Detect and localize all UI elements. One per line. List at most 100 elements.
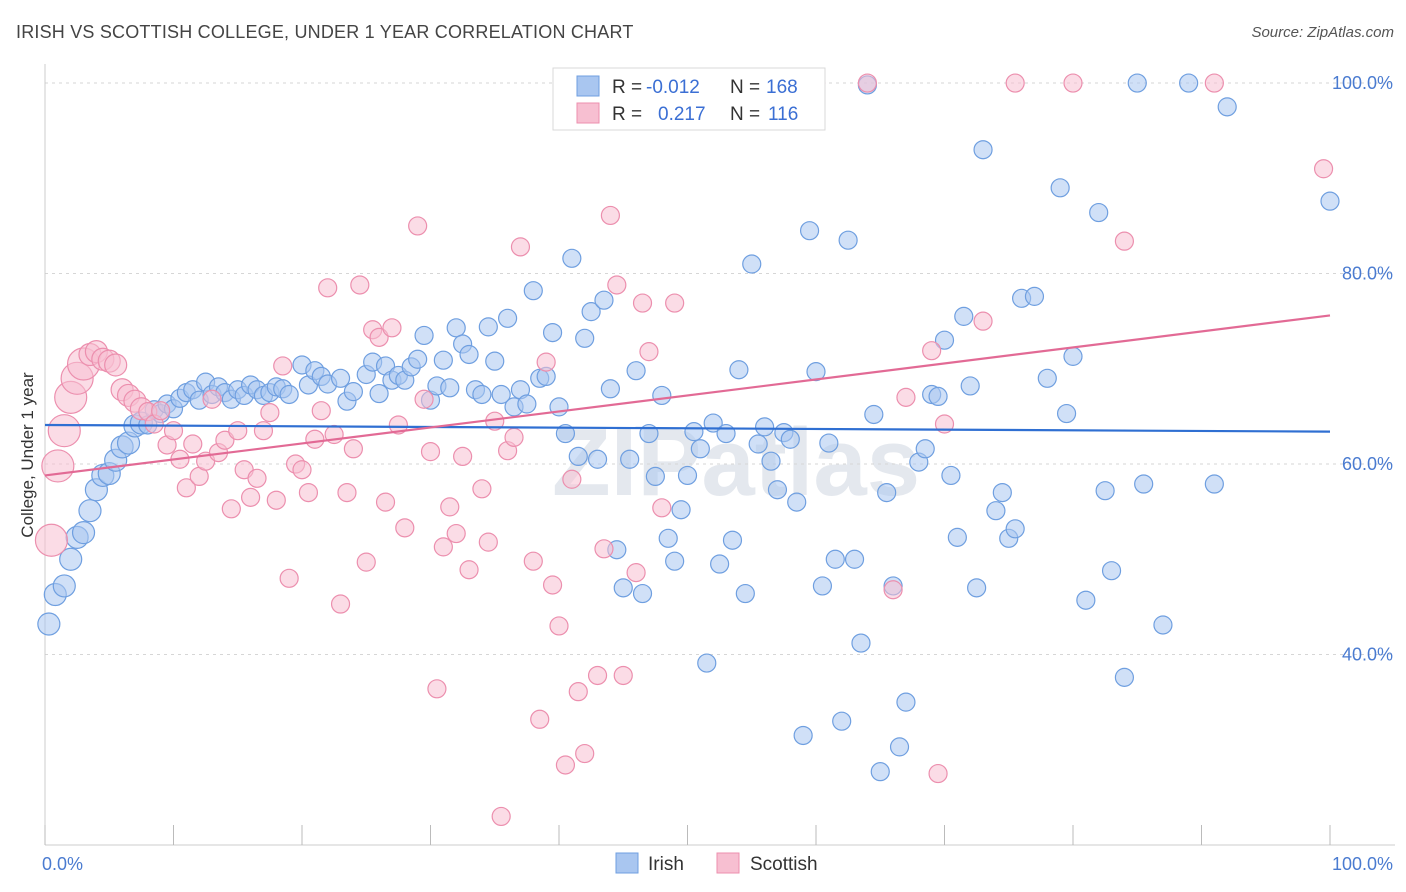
point-irish-55 [414,325,434,346]
point-scottish-39 [292,460,312,480]
point-irish-59 [440,378,460,398]
point-irish-106 [742,254,762,274]
point-scottish-106 [1313,159,1334,179]
point-irish-143 [992,482,1012,503]
source-credit: Source: ZipAtlas.com [1251,24,1394,41]
point-irish-103 [722,530,743,550]
stats-scottish-r-value: 0.217 [658,104,706,125]
y-tick-label-0: 100.0% [1332,73,1393,93]
point-irish-43 [330,368,351,388]
point-scottish-75 [542,575,563,595]
trend-lines [44,314,1331,477]
data-points [34,73,1340,827]
point-irish-158 [1134,474,1154,494]
point-irish-45 [343,382,363,402]
point-scottish-76 [549,616,569,636]
legend: Irish Scottish [615,852,818,875]
point-irish-162 [1217,97,1237,117]
point-irish-80 [575,328,595,348]
point-scottish-32 [247,468,267,488]
point-irish-79 [568,446,588,467]
point-scottish-52 [375,492,396,512]
point-irish-115 [799,221,820,241]
point-irish-152 [1076,590,1096,610]
point-scottish-74 [536,352,556,372]
point-irish-62 [459,344,479,365]
point-irish-122 [844,549,865,569]
point-scottish-59 [427,679,447,699]
point-irish-150 [1056,403,1077,424]
point-irish-123 [851,633,871,653]
point-irish-154 [1095,481,1115,501]
point-scottish-41 [305,429,325,449]
point-scottish-65 [472,479,492,499]
point-irish-75 [542,322,563,343]
point-irish-125 [864,404,884,425]
point-irish-116 [806,362,826,382]
point-scottish-87 [632,293,653,313]
point-irish-77 [555,423,576,444]
point-scottish-77 [555,755,576,775]
stats-irish-n-label: N = [730,77,760,98]
point-scottish-82 [594,539,614,559]
point-scottish-81 [587,665,608,686]
point-irish-159 [1153,615,1173,635]
point-scottish-35 [266,490,286,510]
point-scottish-98 [922,341,942,361]
point-irish-96 [677,465,698,486]
point-scottish-58 [420,442,441,462]
point-scottish-66 [478,532,498,552]
point-irish-134 [928,386,948,407]
point-irish-120 [832,711,852,731]
point-scottish-101 [973,311,993,331]
point-scottish-28 [221,499,241,519]
point-scottish-63 [453,446,473,467]
point-irish-68 [498,308,518,328]
point-irish-139 [960,376,980,396]
point-scottish-10 [104,353,128,377]
point-irish-157 [1127,73,1147,93]
point-irish-104 [729,360,749,380]
point-irish-102 [716,423,736,444]
point-irish-117 [812,576,833,596]
point-irish-114 [793,725,813,746]
trend-line-scottish [44,314,1331,477]
point-scottish-83 [600,205,621,226]
axes [44,64,1395,846]
point-scottish-96 [883,580,903,600]
point-scottish-73 [530,709,550,729]
point-irish-66 [485,351,505,371]
point-irish-81 [581,302,601,322]
legend-irish-swatch[interactable] [615,852,639,874]
point-irish-89 [632,583,653,604]
point-scottish-61 [440,497,460,517]
point-scottish-84 [607,275,627,295]
point-irish-112 [780,429,800,449]
point-scottish-85 [613,665,633,686]
point-irish-141 [973,140,993,160]
point-scottish-102 [1005,73,1025,93]
legend-scottish-swatch[interactable] [716,852,740,874]
point-scottish-104 [1114,231,1135,251]
point-irish-82 [587,449,608,469]
point-irish-98 [690,439,710,459]
point-irish-136 [941,465,961,486]
point-scottish-29 [228,421,248,441]
point-irish-113 [787,492,807,512]
point-scottish-54 [388,415,408,435]
point-scottish-19 [163,421,184,441]
stats-irish-r-label: R = [612,77,642,98]
point-irish-99 [697,653,717,673]
point-irish-101 [710,554,730,574]
trend-line-irish [44,423,1331,433]
point-irish-78 [562,248,582,268]
point-scottish-1 [41,449,75,483]
stats-irish-swatch [576,75,600,97]
point-scottish-45 [330,594,351,614]
legend-irish-label[interactable]: Irish [648,854,684,875]
legend-scottish-label[interactable]: Scottish [750,854,818,875]
point-irish-58 [433,350,453,370]
point-scottish-70 [504,427,524,447]
point-scottish-53 [382,318,402,338]
point-scottish-17 [151,401,171,421]
